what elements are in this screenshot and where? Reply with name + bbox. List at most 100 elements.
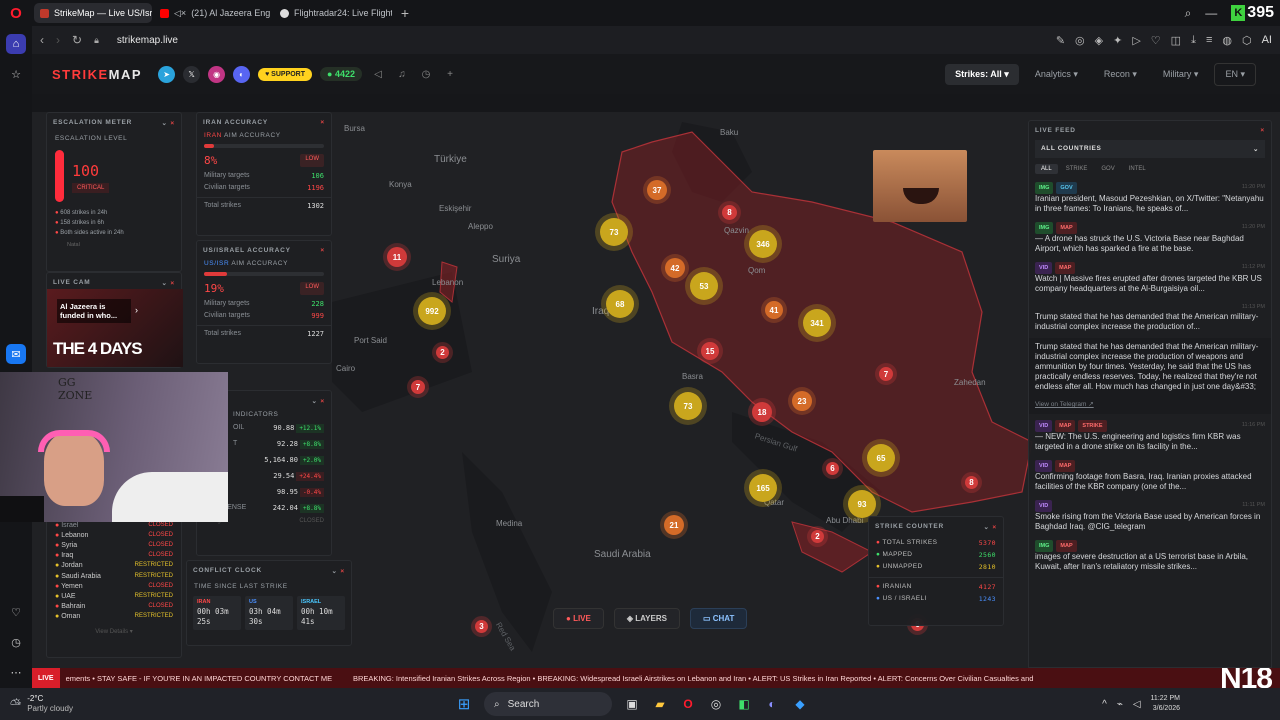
view-details-link[interactable]: View Details ▾ [95,628,133,635]
close-icon[interactable]: × [320,398,325,405]
wallet-icon[interactable]: ◫ [1170,34,1182,47]
cube-icon[interactable]: ⬡ [1241,34,1252,47]
windows-start-icon[interactable]: ⊞ [457,696,471,713]
strike-cluster[interactable]: 7 [411,380,425,394]
task-view-icon[interactable]: ▣ [626,697,638,711]
strike-cluster[interactable]: 65 [867,444,895,472]
tab-strikemap[interactable]: StrikeMap — Live US/Isra [34,3,152,23]
collapse-icon[interactable]: ⌄ [983,524,990,531]
strike-cluster[interactable]: 8 [722,205,737,220]
menu-strikes[interactable]: Strikes: All ▾ [945,63,1019,85]
collapse-icon[interactable]: ⌄ [331,568,338,575]
live-cam-video[interactable]: Al Jazeera is funded in who... › THE 4 D… [47,289,183,367]
strike-cluster[interactable]: 18 [752,402,772,422]
strike-cluster[interactable]: 7 [879,367,893,381]
support-button[interactable]: ♥ SUPPORT [258,67,313,81]
opera-logo-icon[interactable]: O [10,4,22,22]
feed-item[interactable]: IMG GOV 11:20 PM Iranian president, Masoud… [1029,178,1271,218]
back-icon[interactable]: ‹ [40,33,44,47]
filter-chip-all[interactable]: ALL [1035,164,1058,174]
edit-icon[interactable]: ✎ [1055,34,1066,47]
strike-cluster[interactable]: 23 [792,391,812,411]
layers-button[interactable]: ◈ LAYERS [613,608,680,629]
strike-cluster[interactable]: 11 [387,247,407,267]
strike-cluster[interactable]: 41 [765,301,783,319]
strike-cluster[interactable]: 165 [749,474,777,502]
strike-cluster[interactable]: 37 [647,180,667,200]
reload-icon[interactable]: ↻ [72,33,83,47]
collapse-icon[interactable]: ⌄ [311,398,318,405]
strike-cluster[interactable]: 346 [749,230,777,258]
heart-icon[interactable]: ♡ [1150,34,1161,47]
mute-icon[interactable]: ◁× [174,7,187,18]
feed-item[interactable]: VID 11:11 PM Smoke rising from the Victor… [1029,496,1271,536]
play-icon[interactable]: ▷ [1132,34,1141,47]
feed-item[interactable]: IMG MAP 11:20 PM — A drone has struck the … [1029,218,1271,258]
feed-item[interactable]: VID MAP 11:12 PM Watch | Massive fires eru… [1029,258,1271,298]
plus-icon[interactable]: + [447,68,453,80]
taskbar-search[interactable]: ⌕ Search [484,692,612,716]
bell-icon[interactable]: ♫ [398,68,406,80]
feed-item-expanded[interactable]: Trump stated that he has demanded that t… [1029,338,1271,414]
x-icon[interactable]: 𝕏 [183,65,201,83]
star-icon[interactable]: ☆ [11,68,21,81]
extension-icon[interactable]: ✦ [1113,34,1123,47]
feed-item[interactable]: 11:13 PM Trump stated that he has demand… [1029,298,1271,336]
telegram-icon[interactable]: ➤ [158,65,176,83]
menu-analytics[interactable]: Analytics ▾ [1034,68,1078,79]
volume-icon[interactable]: ◁ [374,68,382,80]
more-icon[interactable]: ⋯ [10,666,22,679]
strike-cluster[interactable]: 53 [690,272,718,300]
strike-cluster[interactable]: 73 [674,392,702,420]
strikemap-logo[interactable]: STRIKEMAP [52,67,142,82]
url-field[interactable]: strikemap.live [116,34,178,46]
strike-cluster[interactable]: 8 [965,476,978,489]
download-icon[interactable]: ⤓ [1191,33,1196,46]
new-tab-button[interactable]: + [400,5,410,21]
chevron-right-icon[interactable]: › [135,305,138,315]
history-icon[interactable]: ◷ [11,636,21,649]
tray-chevron-icon[interactable]: ^ [1102,698,1107,710]
chat-button[interactable]: ▭ CHAT [689,608,748,629]
collapse-icon[interactable]: ⌄ [161,120,168,127]
live-button[interactable]: ● LIVE [553,608,604,629]
strike-cluster[interactable]: 2 [436,346,449,359]
file-explorer-icon[interactable]: ▰ [655,697,665,711]
menu-military[interactable]: Military ▾ [1162,68,1199,79]
feed-item[interactable]: VID MAP STRIKE 11:16 PM — NEW: The U.S. eng… [1029,416,1271,456]
minimize-icon[interactable]: — [1205,6,1218,20]
app-icon[interactable]: ◆ [795,697,805,711]
shield-icon[interactable]: ◈ [1094,34,1104,47]
clock[interactable]: 11:22 PM 3/6/2026 [1151,694,1180,714]
close-icon[interactable]: × [170,120,175,127]
tab-aljazeera[interactable]: ◁× (21) Al Jazeera Eng [154,3,272,23]
discord-icon[interactable]: ◐ [233,65,251,83]
strike-cluster[interactable]: 341 [803,309,831,337]
close-icon[interactable]: × [992,524,997,531]
filter-chip-strike[interactable]: STRIKE [1065,166,1088,172]
strike-cluster[interactable]: 3 [475,620,488,633]
clock-icon[interactable]: ◷ [421,68,431,80]
strike-cluster[interactable]: 2 [811,530,824,543]
obs-icon[interactable]: ◎ [710,697,722,711]
weather-widget[interactable]: ⛅︎ -2°C Partly cloudy [0,694,140,714]
filter-chip-intel[interactable]: INTEL [1128,166,1146,172]
feed-item[interactable]: VID MAP Confirming footage from Basra, Ir… [1029,456,1271,496]
telegram-link[interactable]: View on Telegram ↗ [1035,401,1094,408]
close-icon[interactable]: × [340,568,345,575]
close-icon[interactable]: × [320,119,325,126]
network-icon[interactable]: ⌁ [1116,698,1123,710]
strike-cluster[interactable]: 93 [848,490,876,518]
home-icon[interactable]: ⌂ [6,34,26,54]
strike-cluster[interactable]: 15 [701,342,719,360]
filter-chip-gov[interactable]: GOV [1101,166,1115,172]
volume-icon[interactable]: ◁ [1132,698,1141,710]
strike-cluster[interactable]: 6 [826,462,839,475]
strike-cluster[interactable]: 42 [665,258,685,278]
heart-icon[interactable]: ♡ [11,606,21,619]
camera-icon[interactable]: ◎ [1075,34,1085,47]
opera-icon[interactable]: O [683,697,693,711]
tab-flightradar[interactable]: Flightradar24: Live Flight T [274,3,392,23]
country-filter[interactable]: ALL COUNTRIES ⌄ [1035,140,1265,158]
feed-item[interactable]: IMG MAP images of severe destruction at a… [1029,536,1271,576]
